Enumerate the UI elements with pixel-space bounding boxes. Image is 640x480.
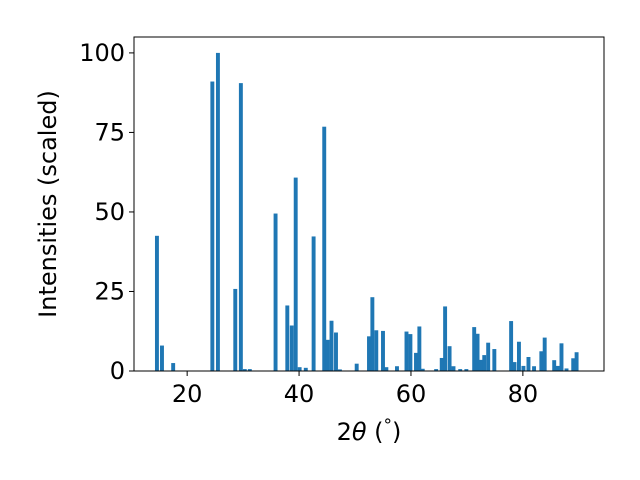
bar — [322, 126, 327, 371]
x-axis-label-part: ° — [384, 416, 393, 436]
bar — [160, 345, 164, 371]
bar — [521, 365, 526, 371]
bar — [381, 330, 385, 371]
bar — [443, 306, 448, 371]
bar — [293, 177, 298, 371]
bar — [451, 366, 456, 371]
y-tick-label: 25 — [94, 277, 125, 305]
bar — [303, 367, 308, 371]
bar — [247, 369, 252, 371]
bar — [492, 349, 497, 371]
bar — [297, 367, 302, 371]
x-axis-ticks: 20 40 60 80 — [172, 371, 538, 408]
bar — [532, 366, 537, 371]
bar — [439, 357, 444, 371]
bar — [354, 363, 359, 371]
bar — [552, 360, 557, 371]
bar — [475, 333, 480, 371]
bar — [447, 346, 452, 371]
x-tick-label: 20 — [172, 380, 203, 408]
bar — [367, 336, 371, 371]
y-axis-label: Intensities (scaled) — [34, 90, 62, 318]
bar — [486, 342, 491, 371]
bar — [420, 368, 425, 371]
bar — [482, 355, 487, 371]
bar — [564, 368, 569, 371]
bar — [289, 325, 294, 371]
bar — [458, 369, 463, 371]
bar — [210, 81, 215, 371]
bar — [337, 369, 342, 371]
bar — [417, 326, 422, 371]
bar — [334, 332, 338, 371]
bar — [414, 352, 418, 371]
bar — [555, 365, 560, 371]
bar — [242, 369, 247, 371]
bar — [571, 358, 576, 371]
bar — [171, 363, 176, 371]
bar — [384, 367, 389, 371]
bar — [479, 359, 484, 371]
x-axis-label-part: ( — [367, 418, 384, 446]
bar — [464, 369, 469, 371]
x-axis-label-part: ) — [392, 418, 401, 446]
bar — [370, 297, 375, 371]
bar — [516, 341, 521, 371]
y-tick-label: 75 — [94, 118, 125, 146]
bar — [526, 357, 531, 371]
bar — [215, 52, 220, 372]
bar — [374, 330, 379, 371]
bar — [311, 236, 316, 371]
bar — [542, 337, 547, 371]
x-tick-label: 40 — [284, 380, 315, 408]
bar — [325, 339, 330, 371]
x-axis-label-part: θ — [352, 418, 367, 446]
bar — [285, 305, 290, 371]
plot-frame — [133, 36, 605, 372]
bar — [574, 352, 579, 371]
bar — [512, 362, 517, 371]
bar — [238, 83, 243, 372]
bar — [233, 288, 238, 371]
bar — [329, 320, 334, 371]
bar — [395, 366, 399, 371]
bar — [559, 343, 564, 371]
y-axis-ticks: 0 25 50 75 100 — [79, 39, 134, 385]
bar — [154, 235, 159, 371]
bar — [539, 351, 544, 371]
x-tick-label: 60 — [396, 380, 427, 408]
y-tick-label: 50 — [94, 198, 125, 226]
y-tick-label: 100 — [79, 39, 125, 67]
y-tick-label: 0 — [110, 357, 125, 385]
bar — [404, 331, 409, 371]
bar — [273, 213, 278, 371]
x-tick-label: 80 — [508, 380, 539, 408]
bar — [472, 327, 477, 371]
bars-group — [154, 52, 579, 372]
x-axis-label-part: 2 — [337, 418, 352, 446]
bar — [434, 369, 439, 371]
x-axis-label: 2θ (°) — [337, 416, 402, 446]
bar — [408, 334, 413, 371]
bar — [509, 321, 514, 371]
